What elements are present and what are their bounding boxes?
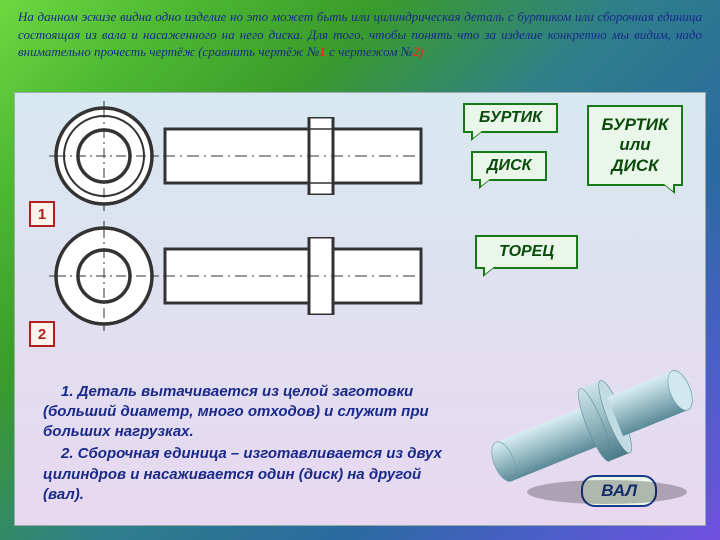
num2-text: 2 [38,326,46,343]
end-view-2 [49,221,159,331]
label-disk-text: ДИСК [487,157,531,174]
intro-hl2: 2) [413,44,424,59]
label-disk: ДИСК [471,151,547,181]
label-burtik-text: БУРТИК [479,109,542,126]
label-torets: ТОРЕЦ [475,235,578,269]
intro-text: На данном эскизе видна одно изделие но э… [18,8,702,61]
shaft-3d-render [477,337,697,517]
label-burtik: БУРТИК [463,103,558,133]
num1-text: 1 [38,206,46,223]
label-burtik-or-disk: БУРТИК или ДИСК [587,105,683,186]
body-text: 1. Деталь вытачивается из целой заготовк… [43,382,443,508]
label-big-text: БУРТИК или ДИСК [602,115,669,175]
body-p2: 2. Сборочная единица – изготавливается и… [43,444,443,505]
side-view-2 [163,237,423,315]
main-panel: 1 2 БУРТИК ДИСК БУРТИК или ДИСК ТОРЕЦ ВА… [14,92,706,526]
label-torets-text: ТОРЕЦ [499,243,554,260]
intro-mid: с чертежом № [326,44,413,59]
body-p1: 1. Деталь вытачивается из целой заготовк… [43,382,443,443]
side-view-1 [163,117,423,195]
end-view-1 [49,101,159,211]
drawing-number-2: 2 [29,321,55,347]
